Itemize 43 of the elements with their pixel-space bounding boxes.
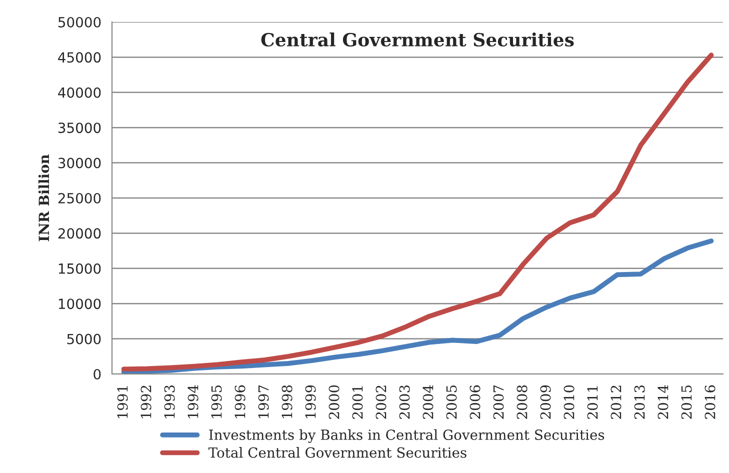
y-tick-label: 50000 xyxy=(58,16,101,28)
y-tick-label: 30000 xyxy=(58,158,101,168)
y-axis-title: INR Billion xyxy=(38,154,50,242)
x-tick-label: 2000 xyxy=(328,385,340,419)
x-tick-label: 1999 xyxy=(305,385,316,418)
y-tick-label: 45000 xyxy=(58,52,101,63)
x-tick-label: 1996 xyxy=(234,385,246,418)
y-tick-label: 5000 xyxy=(67,334,101,344)
x-tick-label: 2005 xyxy=(446,385,457,419)
y-tick-label: 35000 xyxy=(58,122,101,134)
line-series xyxy=(121,52,714,372)
y-tick-label: 25000 xyxy=(58,192,101,204)
x-tick-label: 2009 xyxy=(540,385,551,419)
legend-label: Investments by Banks in Central Government Securities xyxy=(209,429,604,443)
y-tick-label: 15000 xyxy=(58,263,101,274)
y-tick-label: 10000 xyxy=(58,298,101,310)
legend-label: Total Central Government Securities xyxy=(208,447,466,458)
x-tick-label: 1994 xyxy=(188,385,198,418)
x-tick-label: 1997 xyxy=(258,385,269,418)
x-tick-label: 2004 xyxy=(422,385,434,419)
x-tick-label: 1993 xyxy=(164,385,175,418)
x-tick-label: 2008 xyxy=(516,385,528,419)
chart-title: Central Government Securities xyxy=(261,32,574,47)
y-tick-label: 0 xyxy=(94,368,101,380)
line-series xyxy=(121,238,714,374)
x-tick-label: 1992 xyxy=(140,386,152,418)
x-tick-label: 1991 xyxy=(117,386,128,418)
x-tick-label: 2013 xyxy=(634,385,645,419)
y-tick-label: 20000 xyxy=(58,228,101,239)
x-tick-label: 2007 xyxy=(493,385,504,419)
x-tick-label: 2006 xyxy=(470,385,480,419)
x-tick-label: 2010 xyxy=(564,385,574,419)
x-tick-label: 2011 xyxy=(587,386,598,419)
x-tick-label: 2016 xyxy=(704,385,716,419)
x-tick-label: 2002 xyxy=(376,386,386,419)
x-tick-label: 1998 xyxy=(282,385,292,418)
x-tick-label: 1995 xyxy=(211,385,222,418)
x-tick-label: 2015 xyxy=(681,385,692,419)
y-tick-label: 40000 xyxy=(58,87,101,98)
x-tick-label: 2012 xyxy=(610,386,622,419)
x-tick-label: 2003 xyxy=(399,385,410,419)
x-tick-label: 2014 xyxy=(658,385,668,419)
x-tick-label: 2001 xyxy=(352,386,363,419)
